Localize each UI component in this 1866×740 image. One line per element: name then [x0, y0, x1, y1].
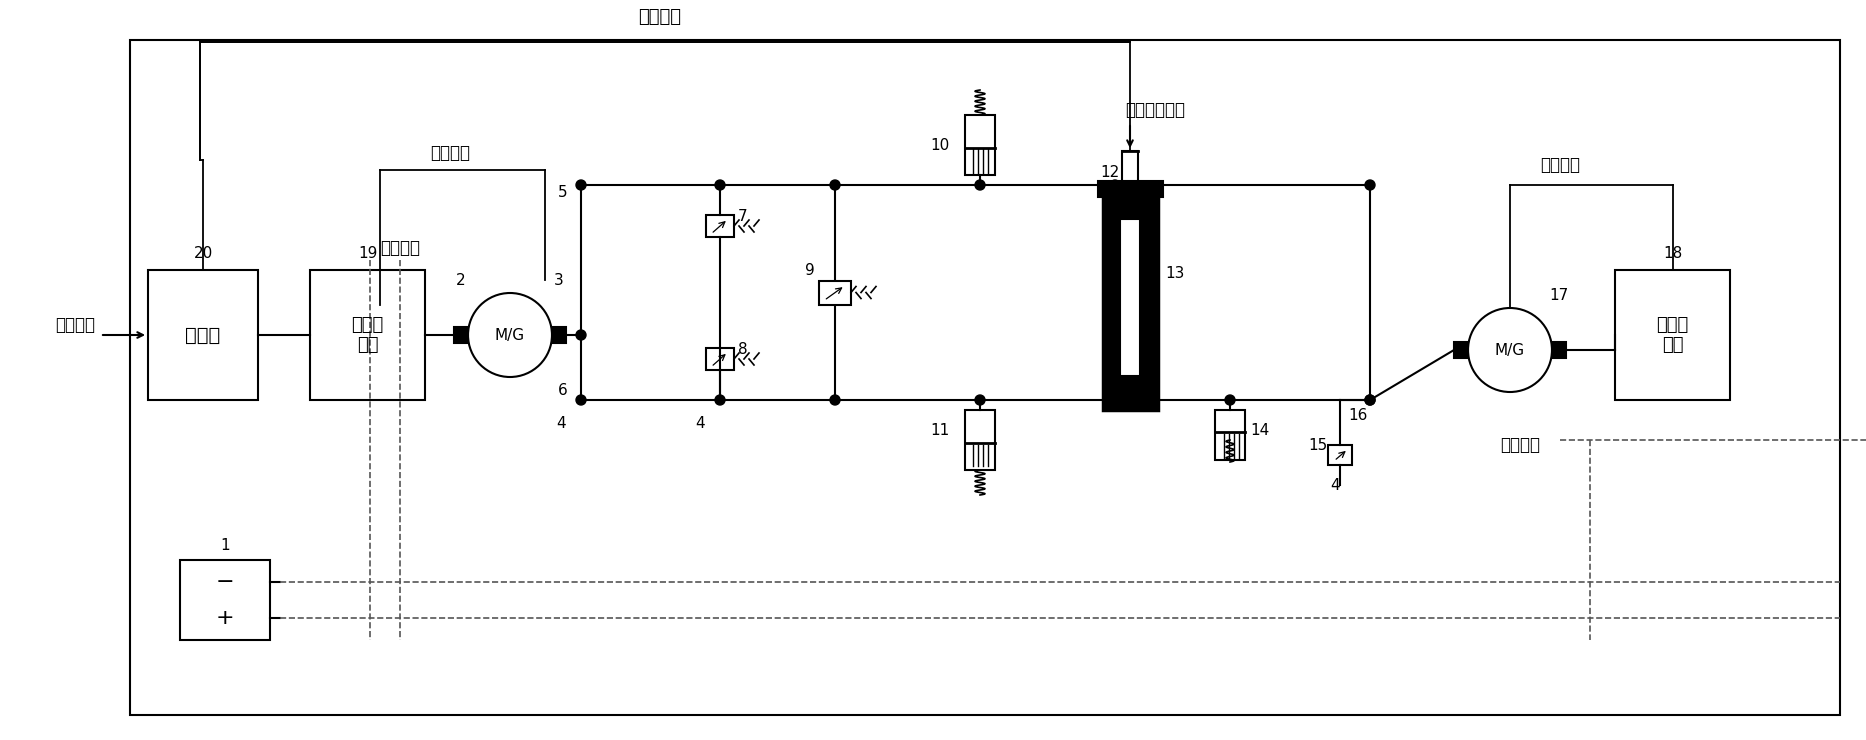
Bar	[1097, 181, 1163, 197]
Text: 电机驱
动器: 电机驱 动器	[1657, 315, 1689, 354]
Bar	[179, 560, 271, 640]
Text: M/G: M/G	[494, 328, 524, 343]
Text: −: −	[216, 573, 235, 593]
Bar	[1454, 342, 1469, 358]
Bar	[1614, 270, 1730, 400]
Text: 速度反馈: 速度反馈	[1539, 156, 1581, 174]
Circle shape	[976, 180, 985, 190]
Text: 速度反馈: 速度反馈	[429, 144, 470, 162]
Bar	[1121, 151, 1138, 181]
Text: 10: 10	[931, 138, 950, 153]
Text: 4: 4	[1330, 478, 1340, 493]
Circle shape	[715, 395, 726, 405]
Bar	[965, 115, 995, 175]
Text: 8: 8	[737, 342, 748, 357]
Text: 11: 11	[931, 423, 950, 438]
Circle shape	[577, 180, 586, 190]
Bar	[965, 410, 995, 470]
Circle shape	[577, 395, 586, 405]
Circle shape	[1366, 180, 1375, 190]
Bar	[1215, 410, 1245, 460]
Text: 17: 17	[1549, 288, 1569, 303]
Circle shape	[830, 180, 840, 190]
Text: M/G: M/G	[1495, 343, 1525, 357]
Text: 输入指令: 输入指令	[54, 316, 95, 334]
Text: 7: 7	[737, 209, 748, 224]
Text: 电流反馈: 电流反馈	[381, 239, 420, 257]
Text: 18: 18	[1663, 246, 1681, 261]
Bar	[552, 327, 565, 343]
Text: 20: 20	[194, 246, 213, 261]
Text: 1: 1	[220, 538, 230, 553]
Text: 4: 4	[556, 416, 565, 431]
Circle shape	[1110, 395, 1120, 405]
Text: 位移反馈: 位移反馈	[638, 8, 681, 26]
Bar	[705, 348, 733, 370]
Bar	[1103, 185, 1157, 410]
Bar	[147, 270, 258, 400]
Bar	[453, 327, 468, 343]
Text: 5: 5	[558, 185, 567, 200]
Bar	[1329, 445, 1353, 465]
Text: 4: 4	[696, 416, 705, 431]
Circle shape	[1110, 180, 1120, 190]
Text: 12: 12	[1101, 165, 1120, 180]
Text: 16: 16	[1349, 408, 1368, 423]
Text: 9: 9	[804, 263, 815, 278]
Circle shape	[715, 180, 726, 190]
Text: 14: 14	[1250, 423, 1269, 438]
Text: 15: 15	[1308, 438, 1327, 453]
Text: 3: 3	[554, 273, 564, 288]
Circle shape	[1125, 181, 1135, 189]
Bar	[1120, 219, 1140, 376]
Text: 电机驱
动器: 电机驱 动器	[351, 315, 384, 354]
Circle shape	[976, 395, 985, 405]
Circle shape	[1224, 395, 1235, 405]
Text: 2: 2	[455, 273, 466, 288]
Text: 系统外部负载: 系统外部负载	[1125, 101, 1185, 119]
Circle shape	[830, 395, 840, 405]
Text: +: +	[216, 608, 235, 628]
Text: 19: 19	[358, 246, 377, 261]
Text: 控制器: 控制器	[185, 326, 220, 345]
Text: 电流反馈: 电流反馈	[1500, 436, 1539, 454]
Circle shape	[577, 330, 586, 340]
Bar	[819, 280, 851, 304]
Bar	[310, 270, 425, 400]
Circle shape	[1366, 395, 1375, 405]
Bar	[1553, 342, 1566, 358]
Text: 13: 13	[1166, 266, 1185, 280]
Circle shape	[1366, 395, 1375, 405]
Text: 6: 6	[558, 383, 567, 398]
Bar	[705, 215, 733, 237]
